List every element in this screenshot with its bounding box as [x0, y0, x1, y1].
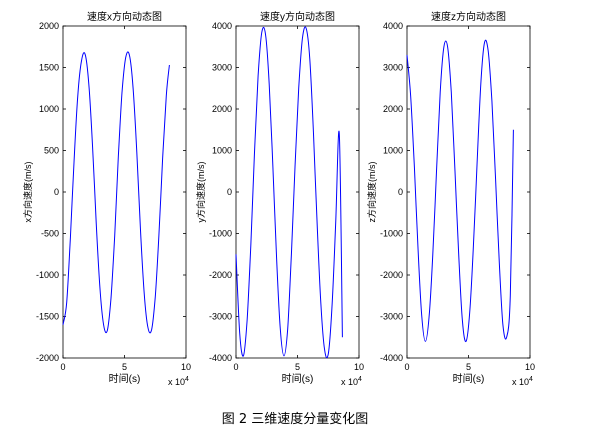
y-tick-label: 1000 — [383, 146, 403, 156]
x-tick-label: 0 — [233, 362, 238, 372]
y-tick-label: 500 — [44, 146, 59, 156]
subplot-2: 速度y方向动态图 -4000 -3000 -2000 -1000 0 1000 2000 300… — [195, 10, 364, 387]
y-tick-label: 4000 — [212, 21, 232, 31]
x-tick-label: 10 — [354, 362, 364, 372]
x-tick-label: 5 — [466, 362, 471, 372]
y-tick-label: -2000 — [380, 270, 403, 280]
x-axis-multiplier: x 104 — [341, 376, 362, 387]
plot-area-frame — [62, 25, 187, 359]
y-tick-label: 2000 — [39, 21, 59, 31]
plot-area-frame — [406, 25, 531, 359]
y-axis-label: z方向速度(m/s) — [366, 162, 377, 223]
y-tick-label: 3000 — [212, 63, 232, 73]
chart-title: 速度y方向动态图 — [260, 10, 335, 23]
y-tick-label: 3000 — [383, 63, 403, 73]
x-tick-label: 5 — [122, 362, 127, 372]
series-line — [235, 26, 343, 359]
x-axis-multiplier: x 104 — [512, 376, 533, 387]
y-tick-label: -3000 — [209, 312, 232, 322]
subplot-3: 速度z方向动态图 -4000 -3000 -2000 -1000 0 1000 2000 300… — [366, 10, 535, 387]
y-tick-label: 0 — [227, 187, 232, 197]
x-tick-label: 0 — [404, 362, 409, 372]
y-tick-label: 1500 — [39, 63, 59, 73]
y-tick-label: -4000 — [209, 353, 232, 363]
x-axis-label: 时间(s) — [453, 372, 485, 385]
y-tick-label: -1000 — [36, 270, 59, 280]
x-tick-label: 0 — [60, 362, 65, 372]
y-tick-label: -1000 — [380, 229, 403, 239]
y-tick-label: 2000 — [383, 104, 403, 114]
y-tick-label: 1000 — [39, 104, 59, 114]
x-tick-label: 10 — [525, 362, 535, 372]
y-axis-label: y方向速度(m/s) — [195, 162, 206, 223]
x-axis-label: 时间(s) — [109, 372, 141, 385]
y-tick-label: 4000 — [383, 21, 403, 31]
y-tick-label: -4000 — [380, 353, 403, 363]
chart-title: 速度z方向动态图 — [431, 10, 506, 23]
x-axis-multiplier: x 104 — [168, 376, 189, 387]
y-axis-label: x方向速度(m/s) — [22, 162, 33, 223]
figure-caption: 图 2 三维速度分量变化图 — [221, 412, 369, 427]
x-axis-label: 时间(s) — [282, 372, 314, 385]
y-tick-label: -2000 — [36, 353, 59, 363]
series-line — [406, 39, 514, 343]
subplot-1: 速度x方向动态图 -2000 -1500 -1000 -500 0 500 1000 1500 2… — [22, 10, 191, 387]
y-tick-label: 1000 — [212, 146, 232, 156]
y-tick-label: -2000 — [209, 270, 232, 280]
y-tick-label: -3000 — [380, 312, 403, 322]
series-line — [62, 51, 170, 334]
chart-title: 速度x方向动态图 — [87, 10, 162, 23]
x-tick-label: 10 — [181, 362, 191, 372]
y-tick-label: -1000 — [209, 229, 232, 239]
x-tick-label: 5 — [295, 362, 300, 372]
y-tick-label: 0 — [54, 187, 59, 197]
y-tick-label: 0 — [398, 187, 403, 197]
y-tick-label: -500 — [41, 229, 59, 239]
y-tick-label: 2000 — [212, 104, 232, 114]
y-tick-label: -1500 — [36, 312, 59, 322]
